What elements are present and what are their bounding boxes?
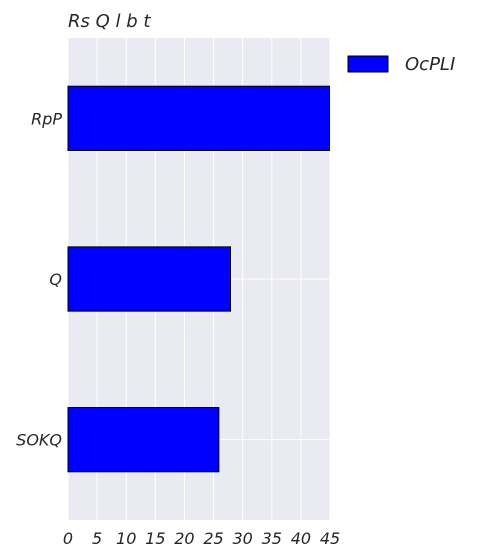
- y-tick-labels: RpP Q SOKQ: [16, 109, 62, 449]
- x-tick-label: 45: [320, 529, 340, 548]
- x-tick-label: 20: [174, 529, 194, 548]
- x-tick-labels: 0 5 10 15 20 25 30 35 40 45: [63, 529, 340, 548]
- x-tick-label: 15: [145, 529, 165, 548]
- legend: OcPLI: [347, 54, 455, 75]
- legend-label: OcPLI: [405, 54, 455, 75]
- x-tick-label: 0: [63, 529, 73, 548]
- bar-rpp: [67, 85, 330, 151]
- y-tick-label: SOKQ: [16, 431, 62, 450]
- x-tick-label: 5: [92, 529, 102, 548]
- legend-swatch: [347, 55, 389, 73]
- y-tick-label: Q: [49, 270, 62, 289]
- chart-title: Rs Q l b t: [68, 11, 151, 32]
- bar-q: [67, 246, 232, 312]
- bars: [67, 85, 330, 473]
- y-tick-label: RpP: [31, 109, 62, 128]
- x-tick-label: 35: [262, 529, 282, 548]
- x-tick-label: 40: [291, 529, 311, 548]
- x-tick-label: 25: [203, 529, 223, 548]
- x-tick-label: 10: [116, 529, 136, 548]
- bar-sokq: [67, 407, 220, 473]
- x-tick-label: 30: [232, 529, 252, 548]
